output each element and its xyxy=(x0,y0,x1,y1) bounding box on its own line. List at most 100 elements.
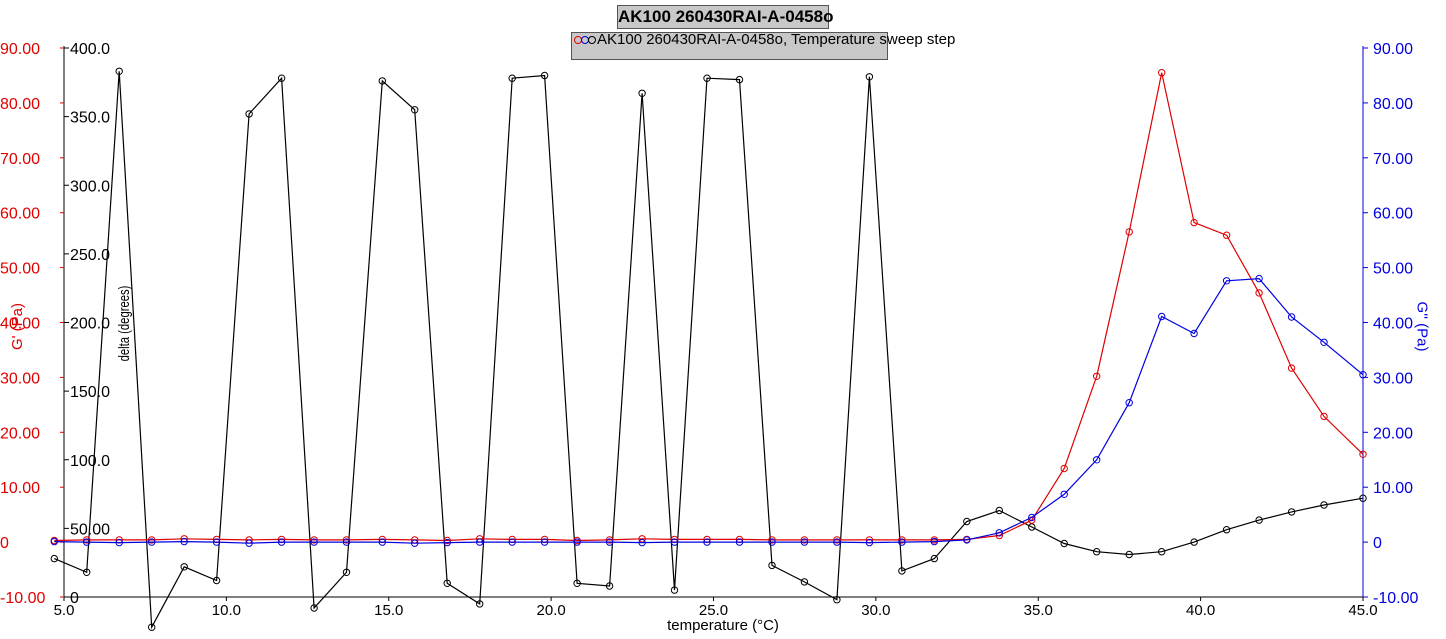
data-point-gprime xyxy=(768,536,776,544)
data-point-gprime xyxy=(310,536,318,544)
data-point-gprime xyxy=(342,536,351,544)
data-point-delta xyxy=(605,582,614,590)
data-point-gdoubleprime xyxy=(898,538,906,546)
data-point-delta xyxy=(800,578,809,586)
data-point-delta xyxy=(735,75,744,84)
data-point-delta xyxy=(1359,494,1367,502)
data-point-gdoubleprime xyxy=(800,538,809,546)
data-point-delta xyxy=(1028,523,1036,531)
y-tick-label-gprime: 60.00 xyxy=(0,206,40,223)
data-point-gdoubleprime xyxy=(670,538,679,546)
y-tick-label-gdoubleprime: 50.00 xyxy=(1373,261,1413,278)
y-tick-label-gdoubleprime: -10.00 xyxy=(1373,590,1418,607)
data-point-delta xyxy=(703,74,711,82)
data-point-gdoubleprime xyxy=(703,538,711,546)
y-tick-label-gdoubleprime: 0 xyxy=(1373,535,1382,552)
y-tick-label-gprime: -10.00 xyxy=(0,590,45,607)
x-tick-label: 30.0 xyxy=(861,602,890,619)
y-tick-label-delta: 0 xyxy=(70,590,79,607)
data-point-gprime xyxy=(148,536,156,544)
data-point-gdoubleprime xyxy=(865,538,874,547)
data-point-gdoubleprime xyxy=(638,538,646,547)
data-point-gprime xyxy=(1190,218,1198,227)
x-tick-label: 5.0 xyxy=(54,602,75,619)
data-point-delta xyxy=(638,89,646,98)
series-line-delta xyxy=(54,71,1364,630)
data-point-delta xyxy=(1158,548,1166,556)
data-point-delta xyxy=(411,106,419,114)
data-point-delta xyxy=(115,67,123,76)
data-point-gdoubleprime xyxy=(1320,338,1328,346)
y-tick-label-gprime: 80.00 xyxy=(0,96,40,113)
data-point-gdoubleprime xyxy=(573,538,581,546)
data-point-gprime xyxy=(1060,464,1068,473)
data-point-gdoubleprime xyxy=(1060,490,1068,498)
data-point-delta xyxy=(212,576,221,585)
data-point-gdoubleprime xyxy=(277,538,286,546)
data-point-gprime xyxy=(898,536,906,544)
data-point-gdoubleprime xyxy=(1222,277,1231,285)
data-point-delta xyxy=(1190,538,1198,546)
data-point-delta xyxy=(540,71,549,80)
data-point-delta xyxy=(476,600,484,608)
x-tick-label: 45.0 xyxy=(1348,602,1377,619)
data-point-gdoubleprime xyxy=(1255,274,1263,283)
data-point-delta xyxy=(342,568,351,576)
data-point-delta xyxy=(378,77,386,85)
data-point-gdoubleprime xyxy=(180,537,188,546)
data-point-delta xyxy=(508,74,516,82)
data-point-gdoubleprime xyxy=(1190,329,1198,338)
y-tick-label-delta: 100.0 xyxy=(70,453,110,470)
data-point-delta xyxy=(963,517,971,526)
data-point-gdoubleprime xyxy=(443,538,451,547)
data-point-gdoubleprime xyxy=(245,539,253,547)
data-point-delta xyxy=(833,596,841,604)
x-axis-label: temperature (°C) xyxy=(667,617,779,634)
data-point-gprime xyxy=(1320,412,1328,421)
y-tick-label-gdoubleprime: 20.00 xyxy=(1373,425,1413,442)
data-point-gprime xyxy=(605,536,614,544)
x-tick-label: 40.0 xyxy=(1186,602,1215,619)
data-point-delta xyxy=(768,561,776,570)
y-tick-label-gprime: 0 xyxy=(0,535,9,552)
y-tick-label-gdoubleprime: 80.00 xyxy=(1373,96,1413,113)
data-point-gdoubleprime xyxy=(148,538,156,546)
data-point-delta xyxy=(1060,539,1068,548)
data-point-gdoubleprime xyxy=(735,538,744,546)
data-point-gprime xyxy=(1158,69,1166,77)
x-tick-label: 20.0 xyxy=(537,602,566,619)
data-point-delta xyxy=(83,568,91,576)
data-point-delta xyxy=(310,604,318,612)
y-tick-label-delta: 150.0 xyxy=(70,384,110,401)
data-point-gdoubleprime xyxy=(115,538,123,547)
y-tick-label-gprime: 50.00 xyxy=(0,261,40,278)
x-tick-label: 15.0 xyxy=(374,602,403,619)
y-tick-label-gprime: 90.00 xyxy=(0,41,40,58)
y-axis-label-gprime: G' (Pa) xyxy=(9,302,27,351)
y-tick-label-gdoubleprime: 90.00 xyxy=(1373,41,1413,58)
data-point-gdoubleprime xyxy=(1359,371,1367,379)
data-point-gprime xyxy=(1255,289,1263,297)
data-point-gdoubleprime xyxy=(995,529,1003,537)
data-point-gprime xyxy=(1287,364,1296,372)
data-point-delta xyxy=(180,563,188,571)
series-line-gprime xyxy=(54,72,1364,542)
y-tick-label-gprime: 70.00 xyxy=(0,151,40,168)
data-point-gprime xyxy=(1359,450,1367,458)
data-point-delta xyxy=(865,73,874,81)
data-point-gdoubleprime xyxy=(50,537,58,546)
data-point-gprime xyxy=(1093,372,1101,380)
data-point-delta xyxy=(1093,548,1101,556)
chart-title: AK100 260430RAI-A-0458o xyxy=(617,5,833,29)
data-point-delta xyxy=(277,74,286,82)
data-point-gdoubleprime xyxy=(1287,313,1296,321)
y-tick-label-delta: 400.0 xyxy=(70,41,110,58)
data-point-delta xyxy=(148,623,156,631)
data-point-gdoubleprime xyxy=(411,539,419,547)
data-point-delta xyxy=(1255,516,1263,524)
data-point-gprime xyxy=(1125,228,1133,236)
data-point-gprime xyxy=(833,536,841,544)
data-point-gdoubleprime xyxy=(83,538,91,546)
data-point-gprime xyxy=(83,536,91,544)
